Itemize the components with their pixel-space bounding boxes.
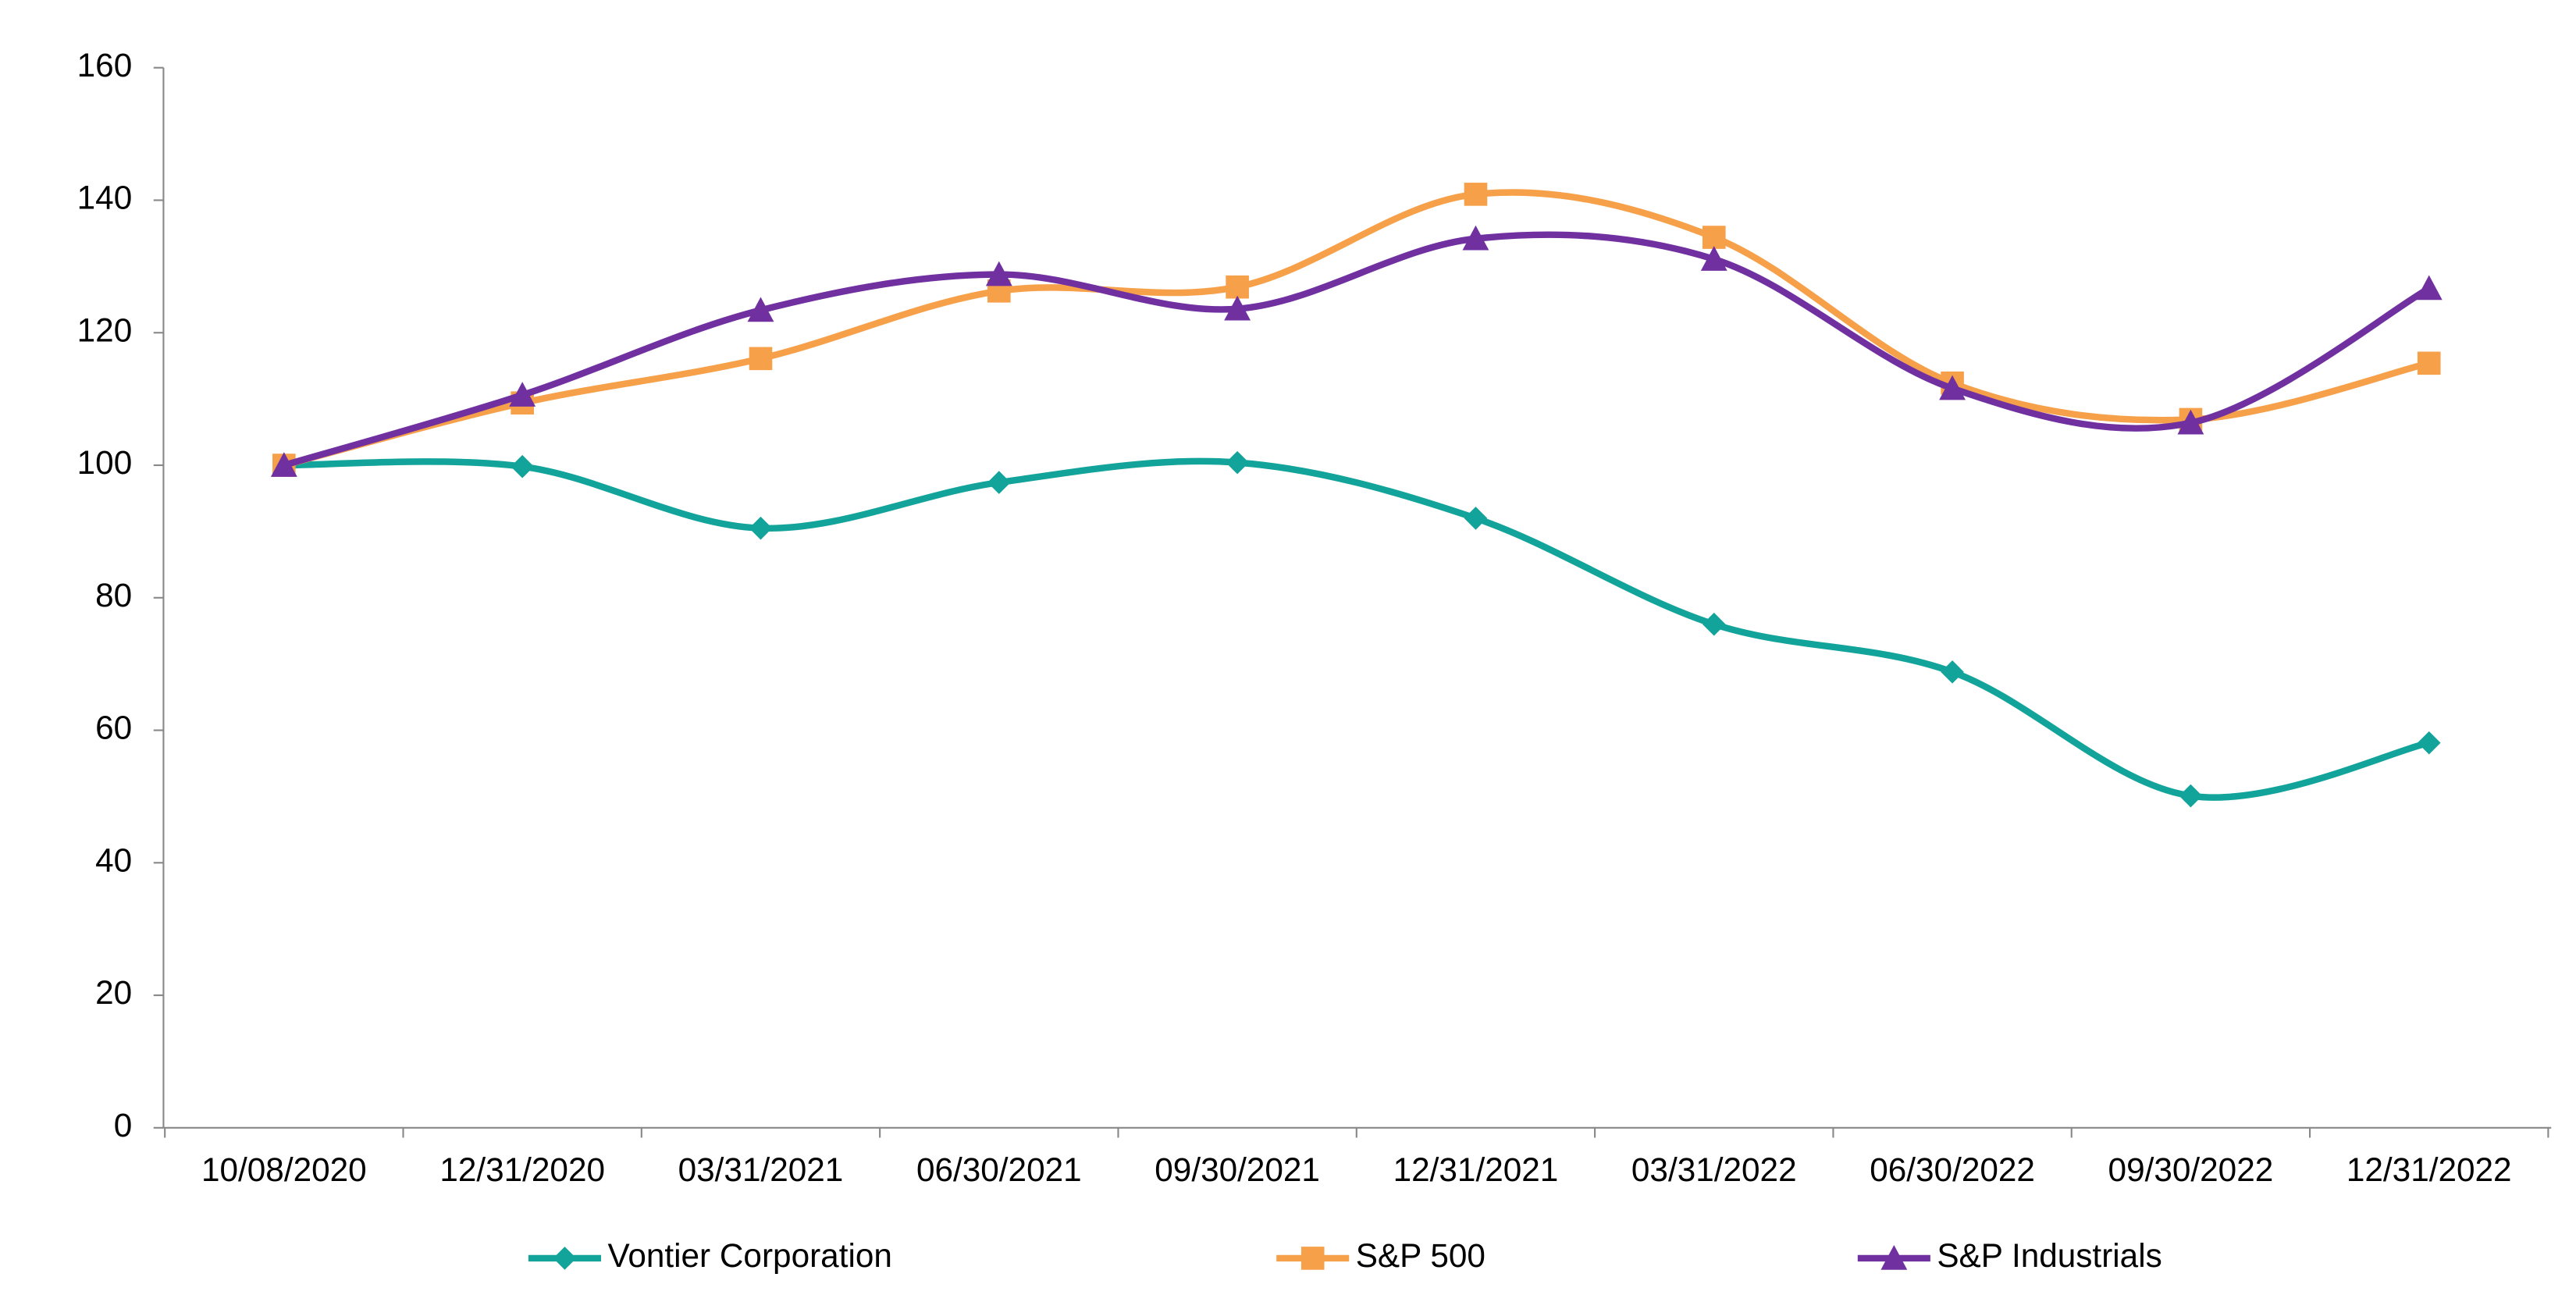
- marker: [1226, 450, 1249, 475]
- y-tick-label: 100: [77, 444, 133, 481]
- x-tick-label: 03/31/2022: [1631, 1151, 1797, 1188]
- marker: [1939, 375, 1966, 400]
- series-line: [283, 457, 2430, 801]
- marker: [2177, 409, 2204, 435]
- marker: [511, 454, 534, 478]
- marker: [987, 471, 1011, 494]
- marker: [749, 347, 773, 371]
- x-tick-label: 06/30/2021: [916, 1151, 1082, 1188]
- marker: [1300, 1247, 1325, 1270]
- y-tick-label: 140: [77, 180, 133, 216]
- marker: [747, 297, 774, 322]
- marker: [509, 382, 536, 407]
- marker: [1462, 225, 1489, 251]
- y-tick-label: 20: [95, 974, 132, 1011]
- x-tick-label: 12/31/2022: [2347, 1151, 2512, 1188]
- marker: [553, 1247, 577, 1270]
- marker: [1464, 183, 1488, 206]
- legend-label: S&P Industrials: [1937, 1237, 2161, 1274]
- marker: [985, 261, 1012, 286]
- marker: [2415, 275, 2443, 301]
- y-tick-label: 160: [77, 47, 133, 84]
- marker: [1226, 275, 1249, 299]
- y-tick-label: 80: [95, 577, 132, 614]
- marker: [1224, 295, 1251, 321]
- y-tick-label: 60: [95, 710, 132, 746]
- marker: [2179, 784, 2203, 808]
- y-tick-label: 120: [77, 311, 133, 348]
- x-tick-label: 12/31/2021: [1393, 1151, 1559, 1188]
- x-tick-label: 09/30/2022: [2108, 1151, 2274, 1188]
- marker: [1941, 660, 1964, 684]
- legend-label: Vontier Corporation: [607, 1237, 891, 1274]
- marker: [2417, 351, 2441, 375]
- legend-label: S&P 500: [1356, 1237, 1485, 1274]
- marker: [1880, 1245, 1908, 1270]
- x-tick-label: 10/08/2020: [201, 1151, 367, 1188]
- marker: [1464, 507, 1488, 530]
- x-tick-label: 09/30/2021: [1155, 1151, 1320, 1188]
- x-tick-label: 12/31/2020: [439, 1151, 605, 1188]
- marker: [270, 452, 297, 477]
- series-line: [283, 231, 2431, 469]
- x-tick-label: 03/31/2021: [678, 1151, 844, 1188]
- series-line: [283, 189, 2430, 469]
- marker: [1700, 246, 1727, 271]
- marker: [1702, 612, 1726, 636]
- marker: [749, 516, 773, 540]
- y-tick-label: 40: [95, 841, 132, 878]
- y-tick-label: 0: [114, 1107, 133, 1144]
- marker: [2417, 731, 2441, 755]
- marker: [1702, 226, 1726, 249]
- x-tick-label: 06/30/2022: [1870, 1151, 2035, 1188]
